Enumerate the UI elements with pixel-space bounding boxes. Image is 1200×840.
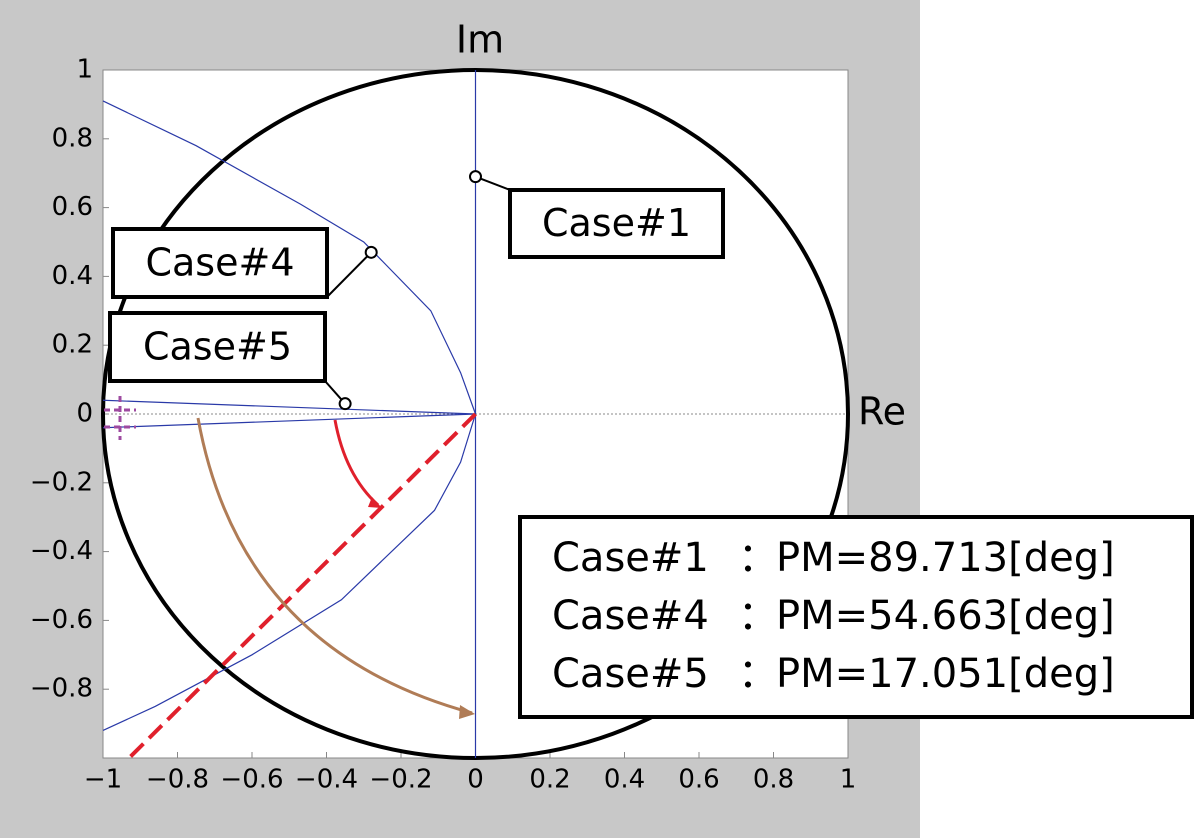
arrowhead [459,705,475,719]
legend-case: Case#4 [552,593,709,639]
locus-line [102,413,477,732]
legend-pm: PM=17.051[deg] [776,651,1115,697]
x-tick-label: −0.4 [295,765,358,795]
y-axis-label: Im [456,18,504,62]
legend-separator: ： [738,651,778,697]
leader-line [326,251,372,298]
plot [101,68,850,760]
x-tick-label: 1 [840,765,857,795]
y-tick-label: 0.6 [52,192,93,222]
arrowhead [368,497,382,508]
locus-line [102,399,476,415]
callout-box [108,311,327,383]
legend-case: Case#5 [552,651,709,697]
y-tick-label: −0.6 [30,605,93,635]
x-tick-label: −0.8 [146,765,209,795]
x-tick-label: −0.2 [369,765,432,795]
y-tick-label: 0 [76,399,93,429]
legend-box [518,515,1194,719]
y-tick-label: 1 [76,55,93,85]
case-point [338,397,352,411]
y-tick-label: 0.2 [52,330,93,360]
x-tick-label: −0.6 [220,765,283,795]
x-tick-label: 0.2 [529,765,570,795]
x-tick-label: 0.8 [753,765,794,795]
callout-box [508,188,725,259]
x-tick-label: −1 [84,765,122,795]
locus-line [102,100,477,415]
callout-box [111,227,329,299]
callout-label: Case#1 [542,201,691,245]
pm-legend: Case#1 ：PM=89.713[deg]Case#4 ：PM=54.663[de… [518,515,1194,719]
x-tick-label: 0.6 [678,765,719,795]
legend-separator: ： [738,535,778,581]
legend-case: Case#1 [552,535,709,581]
x-axis-label: Re [858,390,906,434]
x-tick-label: 0.4 [604,765,645,795]
y-tick-label: 0.8 [52,123,93,153]
pm-arc-case1 [196,417,473,715]
y-tick-label: −0.8 [30,674,93,704]
locus-line [102,413,476,429]
callout-label: Case#4 [145,241,294,285]
pm-line [127,412,477,760]
y-tick-label: −0.4 [30,536,93,566]
legend-separator: ： [738,593,778,639]
x-tick-label: 0 [467,765,484,795]
y-tick-label: 0.4 [52,261,93,291]
legend-pm: PM=89.713[deg] [776,535,1115,581]
y-tick-label: −0.2 [30,467,93,497]
case-point [364,245,378,259]
case5-marker [104,396,136,440]
legend-pm: PM=54.663[deg] [776,593,1115,639]
callout-label: Case#5 [143,325,292,369]
case-point [469,170,482,184]
